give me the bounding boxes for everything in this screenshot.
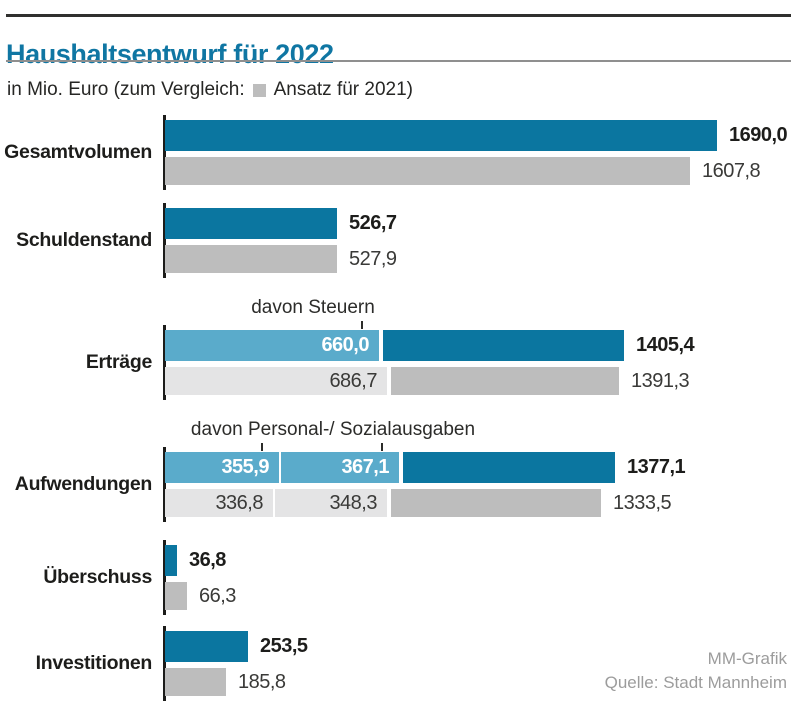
bar-gesamtvolumen-bar22 <box>165 120 717 151</box>
sublabel-pointer-tick <box>261 443 263 451</box>
bar-group-investitionen: Investitionen 253,5 185,8 <box>0 626 793 701</box>
bar-schuldenstand-bar22 <box>165 208 337 239</box>
category-label-aufwendungen: Aufwendungen <box>14 473 153 495</box>
segment-aufwendungen-1 <box>281 452 401 483</box>
segment-divider <box>387 367 391 395</box>
value-label-berschuss-bar22: 36,8 <box>189 549 226 571</box>
segment-ertr-ge-0 <box>165 330 381 361</box>
value-label-aufwendungen-bar21: 1333,5 <box>613 491 672 514</box>
segment-value-label: 367,1 <box>341 456 389 478</box>
value-label-ertr-ge-bar22: 1405,4 <box>636 334 695 356</box>
legend-suffix-text: Ansatz für 2021) <box>273 79 414 100</box>
segment-divider <box>399 452 403 483</box>
bar-berschuss-bar22 <box>165 545 177 576</box>
bar-investitionen-bar21 <box>165 668 226 696</box>
category-label-schuldenstand: Schuldenstand <box>16 229 152 251</box>
sublabel-aufwendungen: davon Personal-/ Sozialausgaben <box>190 419 476 440</box>
bar-berschuss-bar21 <box>165 582 187 610</box>
bar-group-schuldenstand: Schuldenstand 526,7 527,9 <box>0 203 793 278</box>
value-label-schuldenstand-bar21: 527,9 <box>349 247 397 270</box>
legend-gray-swatch <box>252 83 266 97</box>
segment-aufwendungen-1 <box>275 489 389 517</box>
segment-ertr-ge-0 <box>165 367 389 395</box>
bar-group-berschuss: Überschuss 36,8 66,3 <box>0 540 793 615</box>
category-label-gesamtvolumen: Gesamtvolumen <box>4 141 152 163</box>
legend: in Mio. Euro (zum Vergleich: Ansatz für … <box>7 79 413 101</box>
value-label-schuldenstand-bar22: 526,7 <box>349 212 397 234</box>
value-label-ertr-ge-bar21: 1391,3 <box>631 369 690 392</box>
axis-baseline <box>163 203 166 278</box>
bar-group-gesamtvolumen: Gesamtvolumen 1690,0 1607,8 <box>0 115 793 190</box>
category-label-berschuss: Überschuss <box>43 566 152 588</box>
value-label-aufwendungen-bar22: 1377,1 <box>627 456 686 478</box>
legend-prefix-text: in Mio. Euro (zum Vergleich: <box>7 79 245 100</box>
segment-value-label: 336,8 <box>215 491 263 514</box>
segment-value-label: 686,7 <box>329 369 377 392</box>
axis-baseline <box>163 325 166 400</box>
bar-ertr-ge-bar21: 686,7 <box>165 367 619 395</box>
bar-investitionen-bar22 <box>165 631 248 662</box>
bar-group-ertr-ge: Erträge 660,0 1405,4 686,7 1391,3 davon Steue… <box>0 297 793 400</box>
value-label-gesamtvolumen-bar21: 1607,8 <box>702 159 761 182</box>
bar-schuldenstand-bar21 <box>165 245 337 273</box>
top-rule <box>6 14 791 17</box>
bar-ertr-ge-bar22: 660,0 <box>165 330 624 361</box>
sublabel-pointer-tick <box>381 443 383 451</box>
page-title: Haushaltsentwurf für 2022 <box>6 39 334 70</box>
category-label-investitionen: Investitionen <box>35 652 153 674</box>
credits: MM-Grafik Quelle: Stadt Mannheim <box>605 647 787 695</box>
axis-baseline <box>163 626 166 701</box>
segment-value-label: 660,0 <box>321 334 369 356</box>
segment-divider <box>387 489 391 517</box>
bar-aufwendungen-bar21: 336,8 348,3 <box>165 489 601 517</box>
value-label-investitionen-bar22: 253,5 <box>260 635 308 657</box>
segment-divider <box>379 330 383 361</box>
segment-value-label: 348,3 <box>329 491 377 514</box>
segment-value-label: 355,9 <box>221 456 269 478</box>
axis-baseline <box>163 540 166 615</box>
value-label-investitionen-bar21: 185,8 <box>238 670 286 693</box>
category-label-ertr-ge: Erträge <box>85 351 152 373</box>
axis-baseline <box>163 115 166 190</box>
axis-baseline <box>163 447 166 522</box>
segment-aufwendungen-0 <box>165 489 275 517</box>
bar-group-aufwendungen: Aufwendungen 355,9 367,1 1377,1 336,8 348,3 13… <box>0 419 793 522</box>
credit-line: MM-Grafik <box>707 649 787 668</box>
value-label-berschuss-bar21: 66,3 <box>199 584 236 607</box>
bar-aufwendungen-bar22: 355,9 367,1 <box>165 452 615 483</box>
source-line: Quelle: Stadt Mannheim <box>604 673 787 692</box>
segment-aufwendungen-0 <box>165 452 281 483</box>
sublabel-ertr-ge: davon Steuern <box>251 297 375 318</box>
bar-gesamtvolumen-bar21 <box>165 157 690 185</box>
value-label-gesamtvolumen-bar22: 1690,0 <box>729 124 788 146</box>
sublabel-pointer-tick <box>361 321 363 329</box>
title-underline-rule <box>6 60 791 62</box>
